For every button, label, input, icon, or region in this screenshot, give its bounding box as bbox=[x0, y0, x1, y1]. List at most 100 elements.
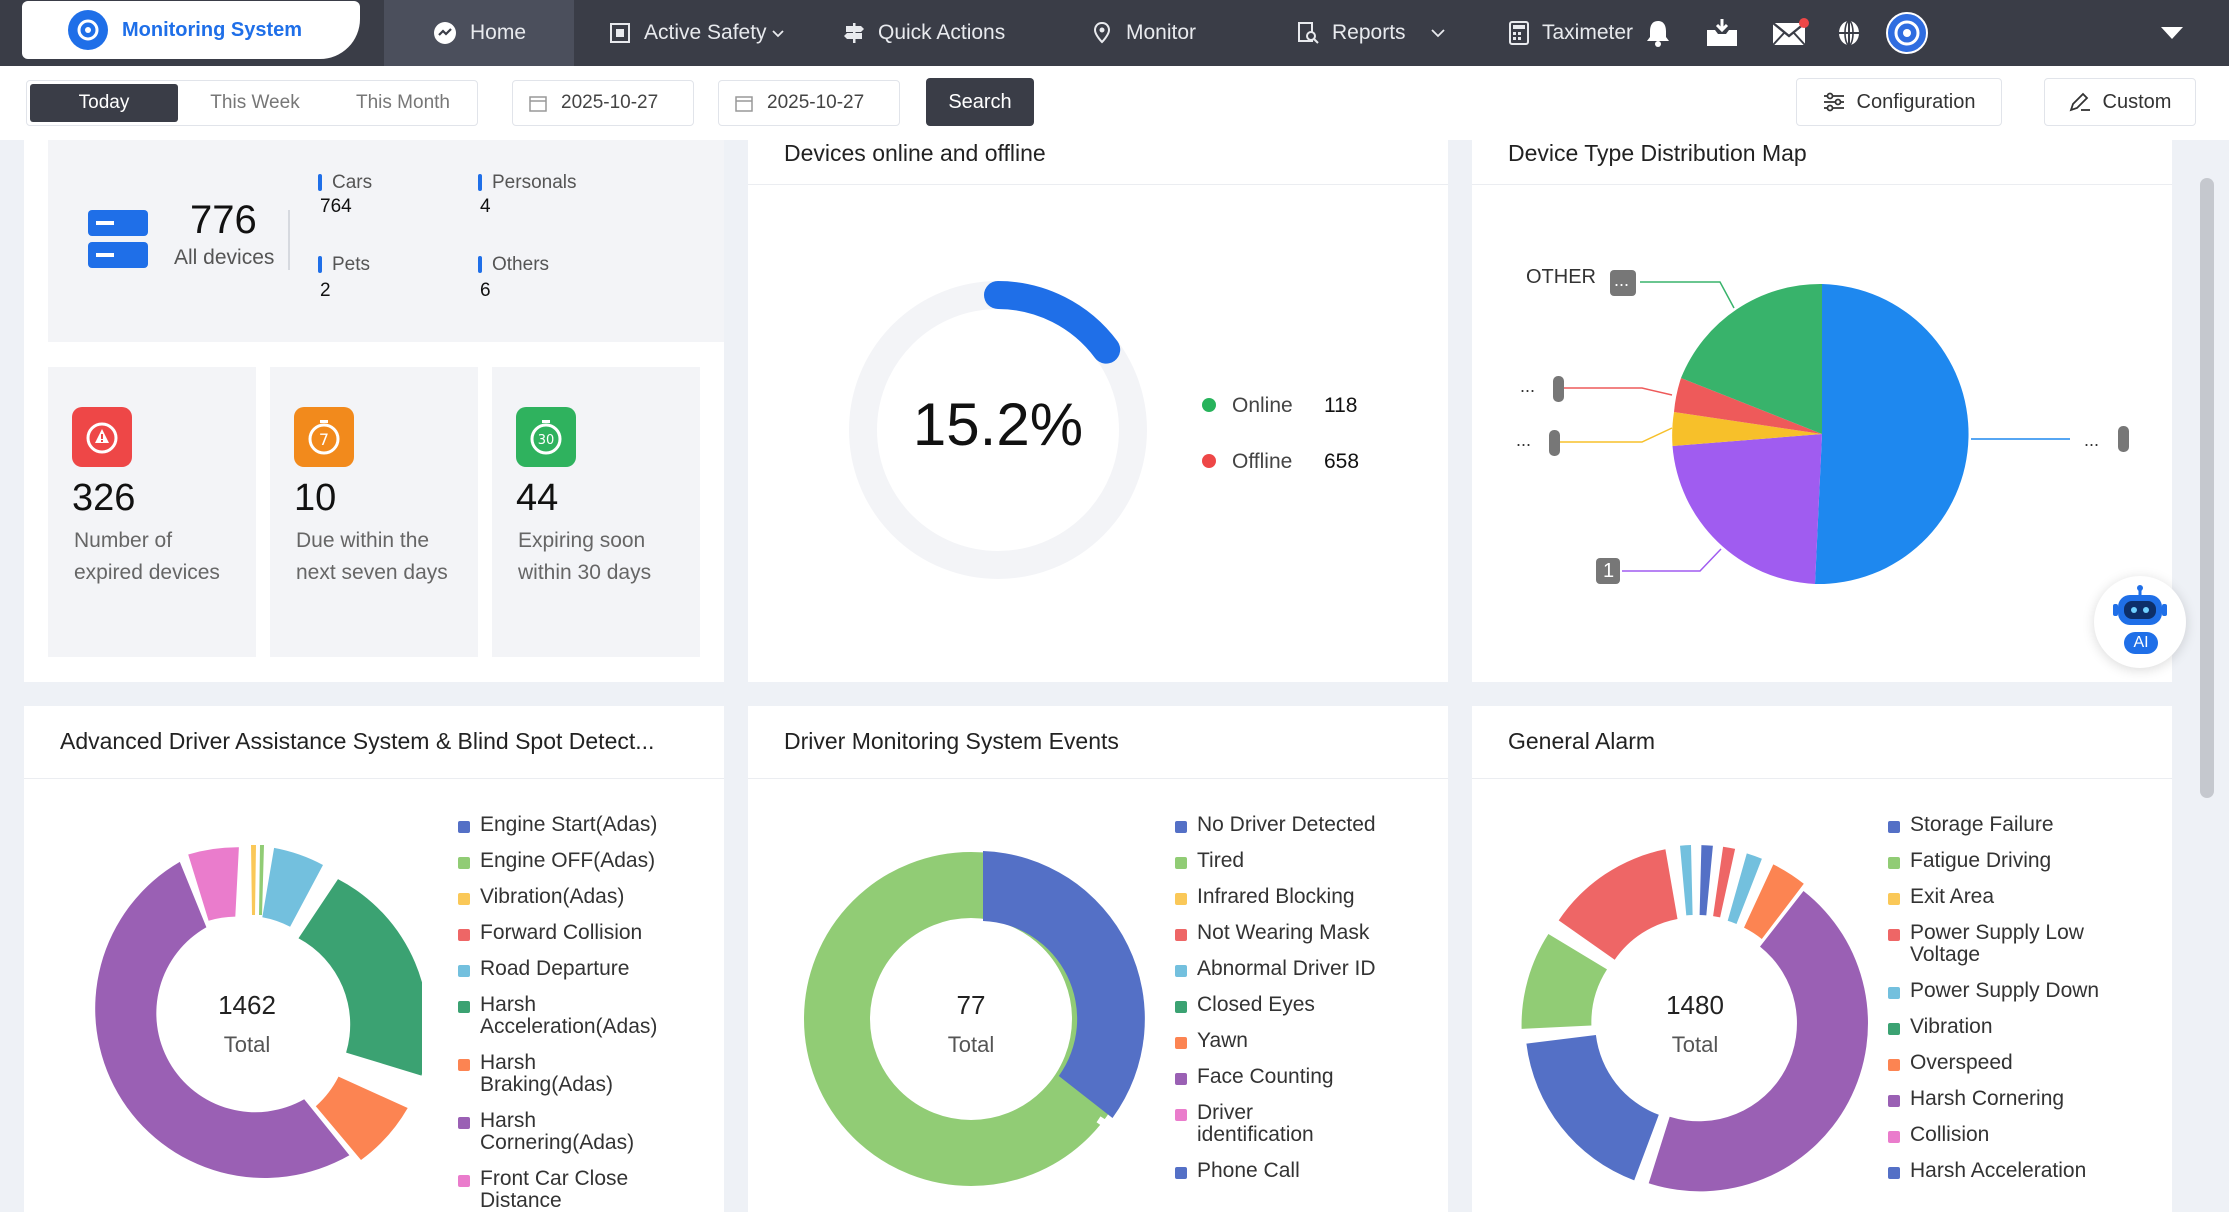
legend-item[interactable]: Infrared Blocking bbox=[1175, 886, 1355, 908]
device-type-pie bbox=[1549, 270, 2129, 585]
legend-item[interactable]: Power Supply Low Voltage bbox=[1888, 922, 2130, 966]
legend-item[interactable]: Face Counting bbox=[1175, 1066, 1334, 1088]
start-date-field[interactable]: 2025-10-27 bbox=[512, 80, 694, 126]
nav-home[interactable]: Home bbox=[384, 0, 575, 66]
general-total: 1480 bbox=[1666, 990, 1724, 1020]
donut-slice[interactable] bbox=[1680, 845, 1693, 916]
legend-item[interactable]: Tired bbox=[1175, 850, 1244, 872]
mail-icon[interactable] bbox=[1770, 14, 1810, 52]
page-scrollbar[interactable] bbox=[2200, 178, 2214, 798]
calendar-icon bbox=[735, 96, 753, 112]
legend-item[interactable]: Closed Eyes bbox=[1175, 994, 1315, 1016]
range-today[interactable]: Today bbox=[30, 84, 178, 122]
legend-item[interactable]: Driver identification bbox=[1175, 1102, 1337, 1146]
due-seven-days-card[interactable]: 7 10 Due within the next seven days bbox=[270, 367, 478, 657]
legend-item[interactable]: Phone Call bbox=[1175, 1160, 1300, 1182]
donut-slice[interactable] bbox=[1521, 934, 1607, 1029]
nav-reports[interactable]: Reports bbox=[1296, 0, 1446, 66]
nav-monitor[interactable]: Monitor bbox=[1090, 0, 1196, 66]
notification-bell-icon[interactable] bbox=[1640, 14, 1676, 52]
legend-item[interactable]: Vibration bbox=[1888, 1016, 1993, 1038]
legend-item[interactable]: Fatigue Driving bbox=[1888, 850, 2051, 872]
donut-slice[interactable] bbox=[1648, 891, 1868, 1192]
due-seven-days-label: Due within the next seven days bbox=[296, 529, 448, 584]
donut-slice[interactable] bbox=[1713, 846, 1736, 918]
all-devices-label: All devices bbox=[174, 246, 275, 269]
avatar[interactable] bbox=[1886, 12, 1928, 54]
donut-slice[interactable] bbox=[1699, 845, 1713, 916]
legend-item[interactable]: Storage Failure bbox=[1888, 814, 2054, 836]
pie-slice[interactable] bbox=[1681, 283, 1822, 434]
nav-quick-actions[interactable]: Quick Actions bbox=[842, 0, 1005, 66]
legend-item[interactable]: No Driver Detected bbox=[1175, 814, 1376, 836]
donut-slice[interactable] bbox=[262, 847, 323, 927]
pie-slice[interactable] bbox=[1672, 412, 1822, 446]
pie-slice[interactable] bbox=[1674, 378, 1822, 434]
edit-icon bbox=[2069, 92, 2090, 112]
legend-item[interactable]: Harsh Acceleration(Adas) bbox=[458, 994, 680, 1038]
nav-active-safety[interactable]: Active Safety bbox=[608, 0, 785, 66]
legend-item[interactable]: Engine Start(Adas) bbox=[458, 814, 657, 836]
language-globe-icon[interactable] bbox=[1834, 14, 1864, 52]
expand-menu-icon[interactable] bbox=[2158, 14, 2186, 52]
donut-slice[interactable] bbox=[259, 844, 264, 915]
legend-item[interactable]: Road Departure bbox=[458, 958, 629, 980]
legend-item[interactable]: Engine OFF(Adas) bbox=[458, 850, 655, 872]
legend-item[interactable]: Not Wearing Mask bbox=[1175, 922, 1369, 944]
dms-title: Driver Monitoring System Events bbox=[784, 728, 1119, 754]
offline-value: 658 bbox=[1324, 450, 1360, 473]
label-dots: ... bbox=[1516, 430, 1532, 450]
pie-slice[interactable] bbox=[1672, 434, 1823, 584]
pie-slice[interactable] bbox=[1815, 284, 1969, 585]
legend-item[interactable]: Front Car Close Distance bbox=[458, 1168, 680, 1212]
adas-title: Advanced Driver Assistance System & Blin… bbox=[60, 728, 655, 754]
configuration-label: Configuration bbox=[1856, 90, 1976, 113]
legend-item[interactable]: Harsh Cornering(Adas) bbox=[458, 1110, 680, 1154]
end-date-field[interactable]: 2025-10-27 bbox=[718, 80, 900, 126]
brand[interactable]: Monitoring System bbox=[22, 1, 360, 59]
legend-item[interactable]: Vibration(Adas) bbox=[458, 886, 624, 908]
device-count-card: 776 All devices Cars 764 Personals 4 Pet… bbox=[48, 140, 724, 342]
nav-monitor-label: Monitor bbox=[1126, 21, 1197, 44]
donut-slice[interactable] bbox=[188, 847, 239, 921]
range-this-week[interactable]: This Week bbox=[210, 92, 300, 113]
offline-label: Offline bbox=[1232, 450, 1293, 473]
donut-slice[interactable] bbox=[983, 851, 1145, 1118]
nav-taximeter[interactable]: Taximeter bbox=[1508, 0, 1633, 66]
legend-item[interactable]: Overspeed bbox=[1888, 1052, 2013, 1074]
donut-slice[interactable] bbox=[1727, 853, 1762, 924]
legend-item[interactable]: Yawn bbox=[1175, 1030, 1248, 1052]
offline-dot bbox=[1202, 454, 1216, 468]
legend-item[interactable]: Forward Collision bbox=[458, 922, 642, 944]
personals-value: 4 bbox=[480, 196, 491, 217]
legend-item[interactable]: Harsh Acceleration bbox=[1888, 1160, 2086, 1182]
download-icon[interactable] bbox=[1704, 14, 1740, 52]
range-this-month[interactable]: This Month bbox=[356, 92, 450, 113]
donut-slice[interactable] bbox=[95, 861, 350, 1178]
search-button[interactable]: Search bbox=[926, 78, 1034, 126]
legend-item[interactable]: Exit Area bbox=[1888, 886, 1994, 908]
device-type-title: Device Type Distribution Map bbox=[1508, 140, 1807, 166]
legend-item[interactable]: Collision bbox=[1888, 1124, 1989, 1146]
adas-total-label: Total bbox=[223, 1032, 271, 1057]
donut-slice[interactable] bbox=[1526, 1035, 1659, 1181]
configuration-button[interactable]: Configuration bbox=[1796, 78, 2002, 126]
donut-slice[interactable] bbox=[1558, 849, 1678, 960]
custom-button[interactable]: Custom bbox=[2044, 78, 2196, 126]
expired-devices-card[interactable]: 326 Number of expired devices bbox=[48, 367, 256, 657]
legend-item[interactable]: Harsh Cornering bbox=[1888, 1088, 2064, 1110]
legend-item[interactable]: Harsh Braking(Adas) bbox=[458, 1052, 640, 1096]
general-donut bbox=[1521, 845, 1868, 1192]
donut-slice[interactable] bbox=[298, 879, 423, 1076]
legend-item[interactable]: Abnormal Driver ID bbox=[1175, 958, 1376, 980]
dms-total-label: Total bbox=[947, 1032, 995, 1057]
ai-assistant-button[interactable]: AI bbox=[2094, 576, 2186, 668]
donut-slice[interactable] bbox=[1744, 864, 1804, 939]
donut-slice[interactable] bbox=[251, 844, 256, 915]
dms-donut bbox=[804, 851, 1145, 1186]
location-pin-icon bbox=[1093, 21, 1111, 44]
expiring-30-days-card[interactable]: 30 44 Expiring soon within 30 days bbox=[492, 367, 700, 657]
donut-slice[interactable] bbox=[315, 1076, 408, 1160]
legend-item[interactable]: Power Supply Down bbox=[1888, 980, 2099, 1002]
nav-reports-label: Reports bbox=[1332, 21, 1406, 44]
